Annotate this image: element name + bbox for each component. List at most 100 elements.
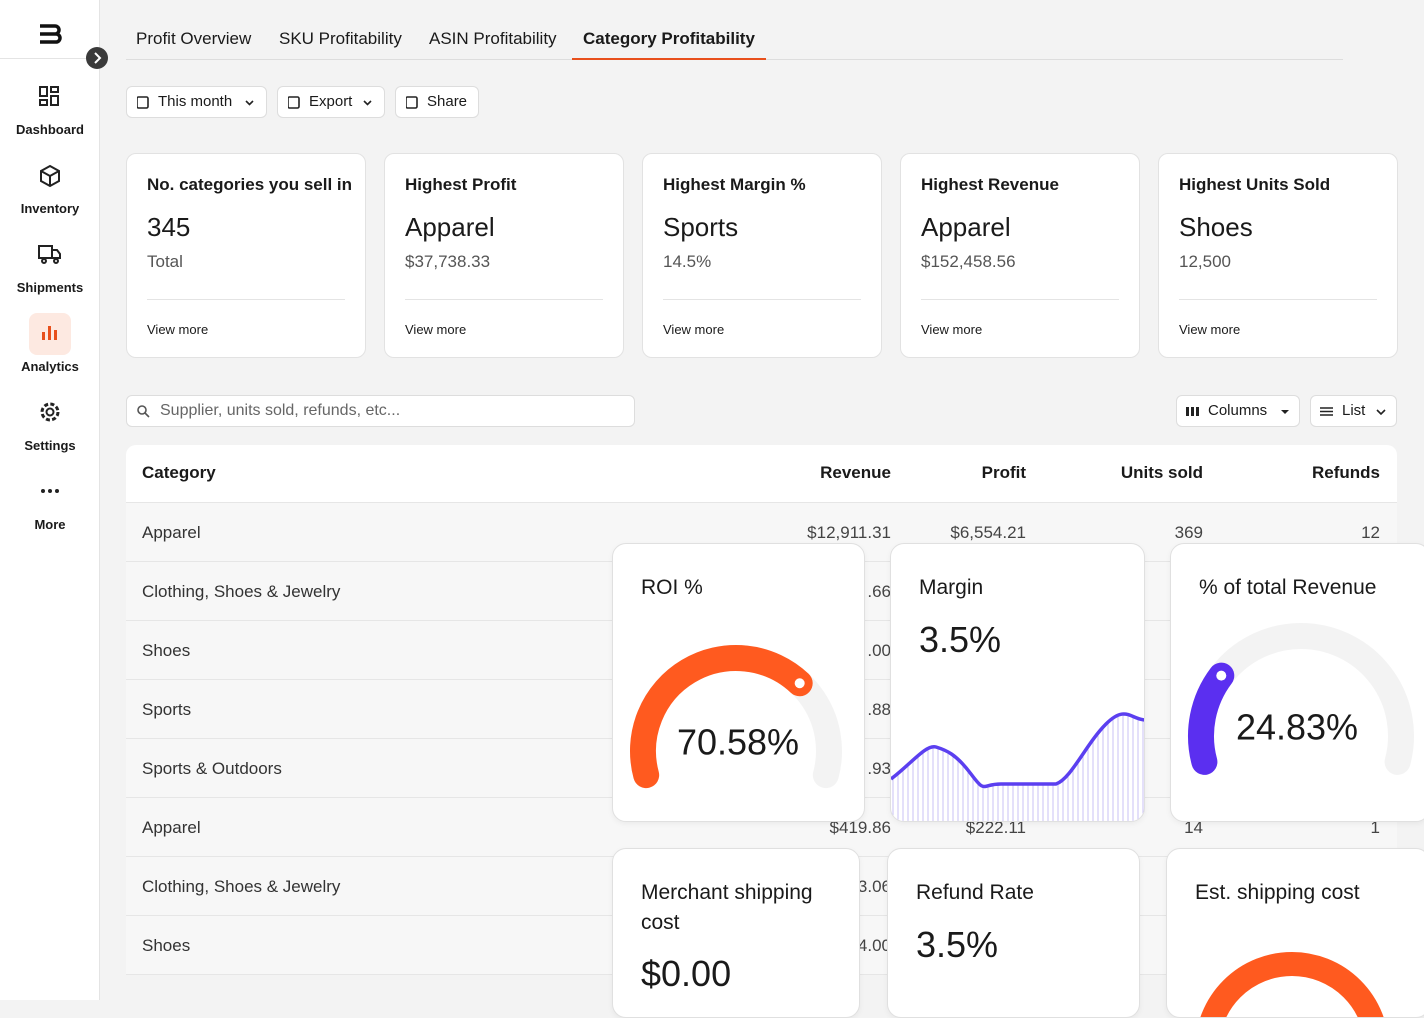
cell: .00 [867, 641, 891, 660]
gauge-value: 24.83% [1236, 707, 1358, 748]
view-more[interactable]: View more [405, 322, 467, 337]
view-more[interactable]: View more [663, 322, 725, 337]
card-sub: 12,500 [1179, 252, 1231, 271]
view-more[interactable]: View more [1179, 322, 1241, 337]
divider [405, 299, 603, 300]
metric-title: Margin [919, 576, 984, 599]
collapse-button[interactable] [85, 46, 109, 70]
label: Columns [1208, 402, 1268, 419]
nav-label[interactable]: Analytics [21, 359, 79, 374]
est-shipping-gauge [1200, 952, 1384, 1017]
tab[interactable]: Category Profitability [583, 29, 755, 48]
nav-label[interactable]: More [34, 517, 66, 532]
column-header: Refunds [1312, 463, 1380, 482]
view-more[interactable]: View more [921, 322, 983, 337]
gauge-knob [1216, 670, 1227, 681]
merchant-shipping-card: Merchant shipping cost $0.00 [612, 848, 860, 1018]
card-title: Highest Revenue [921, 175, 1059, 194]
roi-card: ROI % 70.58% [612, 543, 865, 822]
tab[interactable]: ASIN Profitability [429, 29, 557, 48]
nav-label[interactable]: Settings [24, 438, 76, 453]
divider [1179, 299, 1377, 300]
view-more[interactable]: View more [147, 322, 209, 337]
cell: Sports & Outdoors [142, 759, 282, 778]
column-header: Category [142, 463, 216, 482]
toolbar-button[interactable]: This month [126, 86, 267, 118]
tab-underline [572, 58, 766, 60]
card-title: Highest Margin % [663, 175, 806, 194]
nav-label[interactable]: Shipments [16, 280, 84, 295]
card-title: Highest Profit [405, 175, 517, 194]
gauge: 70.58% [630, 645, 842, 789]
nav-icons [38, 86, 61, 493]
column-header: Units sold [1120, 463, 1203, 482]
metric-title: Merchant shipping cost [641, 881, 813, 934]
cell: Shoes [142, 641, 191, 660]
label: Share [427, 93, 468, 110]
metric-value: 3.5% [916, 924, 999, 965]
gauge-value: 70.58% [677, 722, 799, 763]
cell: Shoes [142, 936, 191, 955]
sidebar: Dashboard Inventory Shipments Analytics Sett… [0, 0, 100, 1000]
card-sub: Total [147, 252, 183, 271]
nav-label[interactable]: Inventory [20, 201, 80, 216]
cell: .88 [867, 700, 891, 719]
metric-title: Est. shipping cost [1195, 881, 1360, 904]
cell: .93 [867, 759, 891, 778]
est-shipping-card: Est. shipping cost [1166, 848, 1424, 1018]
cell: $6,554.21 [950, 523, 1026, 542]
refund-rate-card: Refund Rate 3.5% [887, 848, 1140, 1018]
search-placeholder: Supplier, units sold, refunds, etc... [160, 402, 401, 419]
summary-card: Highest Revenue Apparel $152,458.56 View mo… [900, 153, 1140, 358]
metric-title: % of total Revenue [1199, 576, 1377, 599]
card-title: Highest Units Sold [1179, 175, 1331, 194]
summary-card: Highest Profit Apparel $37,738.33 View more [384, 153, 624, 358]
tab[interactable]: SKU Profitability [279, 29, 402, 48]
label: Export [309, 93, 353, 110]
cell: $222.11 [965, 818, 1026, 837]
list-button[interactable]: List [1310, 395, 1397, 427]
cell: Clothing, Shoes & Jewelry [142, 877, 341, 896]
gauge: 24.83% [1188, 623, 1414, 775]
divider [0, 58, 100, 59]
divider [663, 299, 861, 300]
column-header: Revenue [820, 463, 891, 482]
cell: Apparel [142, 523, 201, 542]
margin-card: Margin 3.5% [890, 543, 1145, 822]
cell: Sports [142, 700, 192, 719]
table-row[interactable]: Apparel $419.86 $222.11 14 1 [126, 798, 1397, 857]
cell: 12 [1361, 523, 1380, 542]
cell: Clothing, Shoes & Jewelry [142, 582, 341, 601]
toolbar-button[interactable]: Share [395, 86, 479, 118]
search-box[interactable]: Supplier, units sold, refunds, etc... [126, 395, 635, 427]
metric-title: ROI % [641, 576, 703, 599]
toolbar-button[interactable]: Export [277, 86, 385, 118]
cell: $419.86 [829, 818, 891, 837]
revenue-share-card: % of total Revenue 24.83% [1170, 543, 1424, 822]
cell: 3.06 [857, 877, 891, 896]
card-value: Apparel [405, 212, 495, 242]
card-sub: $152,458.56 [921, 252, 1016, 271]
columns-button[interactable]: Columns [1176, 395, 1300, 427]
card-value: 345 [147, 212, 191, 242]
cell: $12,911.31 [807, 523, 891, 542]
card-value: Sports [663, 212, 739, 242]
divider [147, 299, 345, 300]
card-value: Shoes [1179, 212, 1253, 242]
tab[interactable]: Profit Overview [136, 29, 252, 48]
summary-card: Highest Margin % Sports 14.5% View more [642, 153, 882, 358]
column-header: Profit [981, 463, 1026, 482]
gauge-arc [630, 645, 813, 789]
nav-label[interactable]: Dashboard [16, 122, 84, 137]
metric-value: 3.5% [919, 619, 1002, 660]
summary-card: No. categories you sell in 345 Total View m… [126, 153, 366, 358]
card-sub: 14.5% [663, 252, 712, 271]
label: List [1342, 402, 1366, 419]
margin-sparkline [891, 712, 1144, 821]
gauge-arc [1188, 662, 1235, 775]
card-sub: $37,738.33 [405, 252, 491, 271]
gauge-knob [794, 678, 805, 689]
cell: Apparel [142, 818, 201, 837]
metric-value: $0.00 [641, 953, 732, 994]
